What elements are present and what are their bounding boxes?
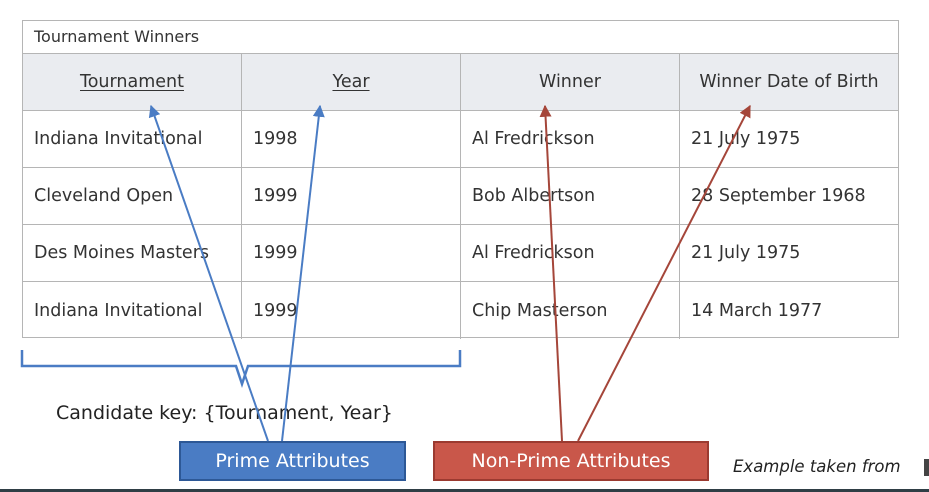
header-tournament-label: Tournament: [80, 72, 184, 92]
header-tournament: Tournament: [23, 54, 242, 110]
prime-arrow-year: [281, 104, 325, 442]
cell-winner-dob: 21 July 1975: [691, 243, 801, 263]
cell-year: 1999: [242, 168, 461, 224]
cell-year: 1999: [242, 282, 461, 339]
prime-arrow-tournament: [148, 104, 269, 442]
table-row: Indiana Invitational 1998 Al Fredrickson…: [23, 111, 898, 168]
header-winner: Winner: [461, 54, 680, 110]
nonprime-arrow-winner: [539, 104, 563, 442]
cell-winner-dob: 28 September 1968: [691, 186, 866, 206]
prime-attributes-label: Prime Attributes: [215, 450, 370, 472]
cell-winner: Al Fredrickson: [461, 225, 680, 281]
source-note: Example taken from: [733, 457, 901, 476]
cell-winner: Bob Albertson: [461, 168, 680, 224]
candidate-key-brace: [20, 350, 462, 388]
cell-winner-dob: 21 July 1975: [691, 129, 801, 149]
bottom-rule: [0, 489, 929, 492]
cell-tournament: Cleveland Open: [23, 168, 242, 224]
table-header-row: Tournament Year Winner Winner Date of Bi…: [23, 54, 898, 111]
header-winner-dob-label: Winner Date of Birth: [699, 72, 879, 92]
table-caption: Tournament Winners: [23, 21, 898, 54]
tournament-winners-table: Tournament Winners Tournament Year Winne…: [22, 20, 899, 339]
header-winner-dob: Winner Date of Birth: [680, 54, 898, 110]
table-row: Des Moines Masters 1999 Al Fredrickson 2…: [23, 225, 898, 282]
cell-year: 1999: [242, 225, 461, 281]
table-row: Indiana Invitational 1999 Chip Masterson…: [23, 282, 898, 339]
source-note-cutoff: [924, 459, 929, 476]
cell-winner: Al Fredrickson: [461, 111, 680, 167]
cell-winner: Chip Masterson: [461, 282, 680, 339]
candidate-key-label: Candidate key: {Tournament, Year}: [56, 402, 393, 424]
header-year: Year: [242, 54, 461, 110]
cell-tournament: Des Moines Masters: [23, 225, 242, 281]
prime-attributes-box: Prime Attributes: [179, 441, 406, 481]
table-row: Cleveland Open 1999 Bob Albertson 28 Sep…: [23, 168, 898, 225]
cell-year: 1998: [242, 111, 461, 167]
cell-tournament: Indiana Invitational: [23, 282, 242, 339]
nonprime-attributes-label: Non-Prime Attributes: [471, 450, 671, 472]
cell-winner-dob: 14 March 1977: [691, 300, 823, 321]
header-winner-label: Winner: [539, 72, 601, 92]
header-year-label: Year: [332, 72, 370, 92]
nonprime-attributes-box: Non-Prime Attributes: [433, 441, 709, 481]
nonprime-arrow-dob: [577, 104, 751, 442]
